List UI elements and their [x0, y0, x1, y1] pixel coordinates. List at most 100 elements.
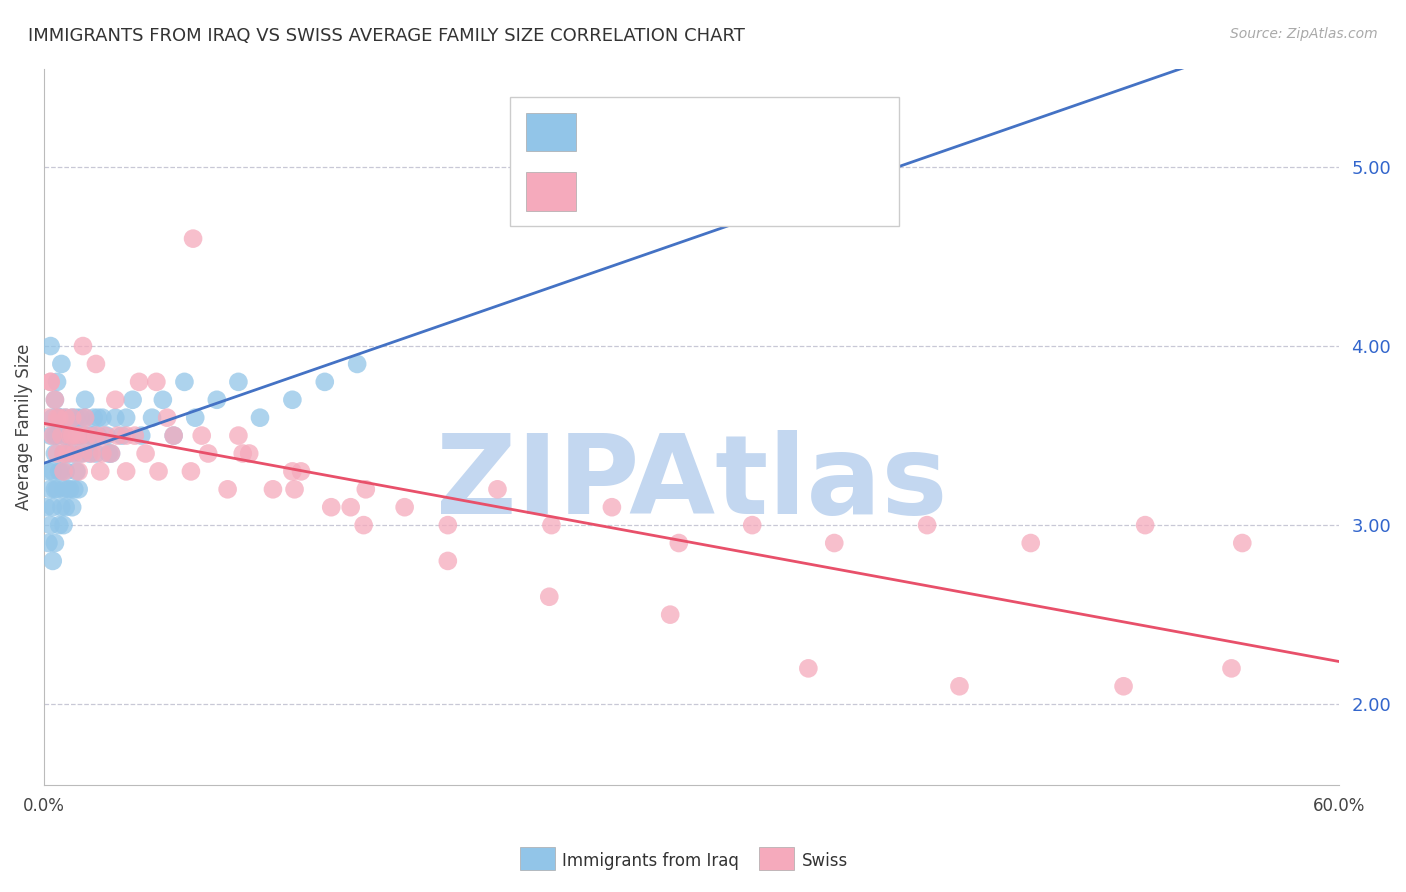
Text: ZIPAtlas: ZIPAtlas [436, 431, 948, 538]
Point [217, 483, 239, 497]
Point [37, 536, 59, 550]
Point [55, 500, 77, 515]
Point [197, 446, 219, 460]
Point [39, 518, 62, 533]
Point [42, 410, 65, 425]
Point [37, 464, 59, 478]
Point [76, 428, 98, 442]
Point [46, 410, 69, 425]
Point [173, 375, 195, 389]
Point [39, 375, 62, 389]
Point [100, 446, 122, 460]
Point [89, 464, 111, 478]
Point [87, 410, 110, 425]
Point [659, 607, 682, 622]
Point [75, 410, 97, 425]
Point [67, 483, 90, 497]
Point [181, 232, 204, 246]
Point [59, 428, 82, 442]
Point [48, 464, 70, 478]
Point [97, 446, 120, 460]
Point [115, 410, 138, 425]
Point [59, 428, 82, 442]
Point [107, 428, 129, 442]
Point [129, 428, 152, 442]
Point [52, 464, 75, 478]
Point [281, 392, 304, 407]
Point [797, 661, 820, 675]
Point [59, 483, 82, 497]
Point [44, 392, 66, 407]
Point [437, 554, 460, 568]
Point [65, 428, 87, 442]
Point [75, 410, 97, 425]
Point [600, 500, 623, 515]
Point [60, 410, 83, 425]
Point [44, 428, 66, 442]
Point [35, 500, 58, 515]
Point [48, 410, 70, 425]
Point [39, 375, 62, 389]
Point [238, 446, 260, 460]
Point [42, 554, 65, 568]
Point [56, 446, 79, 460]
Point [163, 428, 186, 442]
Point [44, 536, 66, 550]
Point [48, 410, 70, 425]
Point [124, 428, 146, 442]
Point [44, 392, 66, 407]
Point [394, 500, 416, 515]
Point [290, 464, 312, 478]
Point [314, 375, 336, 389]
Text: IMMIGRANTS FROM IRAQ VS SWISS AVERAGE FAMILY SIZE CORRELATION CHART: IMMIGRANTS FROM IRAQ VS SWISS AVERAGE FA… [28, 27, 745, 45]
Point [1220, 661, 1243, 675]
Point [91, 446, 114, 460]
Point [205, 392, 228, 407]
Point [228, 375, 250, 389]
Point [156, 410, 179, 425]
Point [72, 428, 94, 442]
Point [180, 464, 202, 478]
Point [128, 375, 150, 389]
Point [93, 428, 115, 442]
Point [48, 410, 70, 425]
Text: Source: ZipAtlas.com: Source: ZipAtlas.com [1230, 27, 1378, 41]
Y-axis label: Average Family Size: Average Family Size [15, 343, 32, 510]
Point [42, 428, 65, 442]
Point [72, 339, 94, 353]
Point [141, 410, 163, 425]
Point [145, 375, 167, 389]
Point [1019, 536, 1042, 550]
Point [84, 428, 107, 442]
Point [52, 428, 75, 442]
Point [65, 464, 87, 478]
Point [67, 428, 90, 442]
Point [56, 446, 79, 460]
Point [46, 375, 69, 389]
Point [60, 410, 83, 425]
Point [39, 428, 62, 442]
Point [55, 410, 77, 425]
Point [46, 446, 69, 460]
Point [80, 446, 103, 460]
Point [51, 500, 73, 515]
Point [339, 500, 361, 515]
Point [52, 518, 75, 533]
Point [152, 392, 174, 407]
Point [115, 464, 138, 478]
Point [283, 483, 305, 497]
Point [163, 428, 186, 442]
Point [44, 446, 66, 460]
Point [84, 446, 107, 460]
Point [39, 483, 62, 497]
Point [52, 483, 75, 497]
Point [56, 428, 79, 442]
Point [84, 357, 107, 371]
Point [51, 410, 73, 425]
Point [63, 446, 86, 460]
Point [1112, 679, 1135, 693]
Point [67, 464, 90, 478]
Point [42, 500, 65, 515]
Point [69, 428, 91, 442]
Point [39, 339, 62, 353]
